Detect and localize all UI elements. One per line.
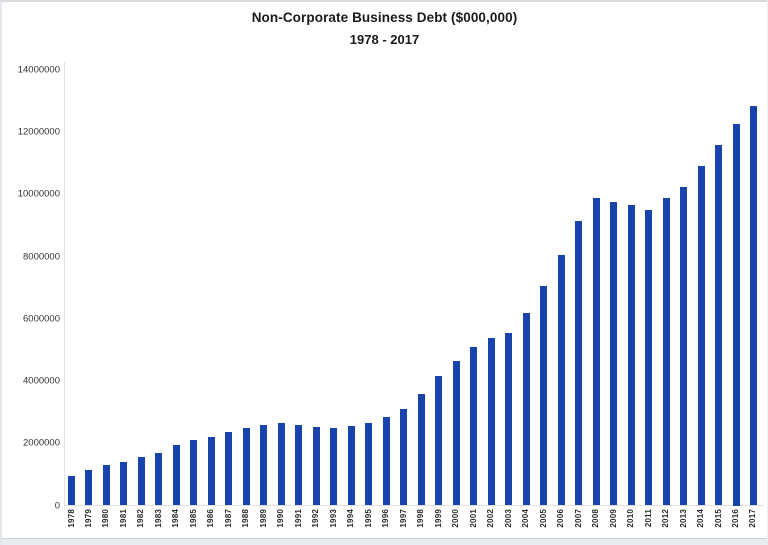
x-tick-label-1992: 1992 xyxy=(311,509,321,528)
y-tick-label: 10000000 xyxy=(17,188,60,200)
bar-1986 xyxy=(207,437,215,506)
bar-1993 xyxy=(330,427,338,506)
x-tick-label-1986: 1986 xyxy=(206,509,216,528)
bar-1992 xyxy=(312,427,320,506)
x-tick-label-2011: 2011 xyxy=(643,509,653,528)
bar-2003 xyxy=(505,332,513,506)
x-tick-label-1985: 1985 xyxy=(188,509,198,528)
bar-1991 xyxy=(295,424,303,506)
y-axis-line xyxy=(64,62,65,506)
bar-2011 xyxy=(645,209,653,506)
window-bottom-edge xyxy=(2,538,767,545)
bar-1985 xyxy=(190,440,198,506)
x-tick-label-2005: 2005 xyxy=(538,509,548,528)
y-tick-label: 4000000 xyxy=(23,375,60,387)
bar-2006 xyxy=(557,255,565,506)
bar-1979 xyxy=(85,469,93,506)
bar-2017 xyxy=(749,105,757,506)
x-tick-label-2013: 2013 xyxy=(678,509,688,528)
bar-2013 xyxy=(680,186,688,506)
x-tick-label-1987: 1987 xyxy=(223,509,233,528)
x-tick-label-2012: 2012 xyxy=(661,509,671,528)
bar-2005 xyxy=(540,286,548,506)
x-tick-label-2002: 2002 xyxy=(486,509,496,528)
y-tick-label: 12000000 xyxy=(17,126,60,138)
x-tick-label-1993: 1993 xyxy=(328,509,338,528)
bar-1980 xyxy=(102,465,110,506)
bar-1996 xyxy=(382,416,390,506)
x-tick-label-2014: 2014 xyxy=(696,509,706,528)
bar-1990 xyxy=(277,423,285,506)
bar-1994 xyxy=(347,426,355,506)
bar-2015 xyxy=(715,144,723,506)
bar-1983 xyxy=(155,452,163,506)
x-tick-label-1983: 1983 xyxy=(153,509,163,528)
bar-1998 xyxy=(417,393,425,506)
bar-2016 xyxy=(732,124,740,506)
x-tick-label-1981: 1981 xyxy=(118,509,128,528)
x-tick-label-1988: 1988 xyxy=(241,509,251,528)
bar-2012 xyxy=(662,197,670,506)
bar-2000 xyxy=(452,360,460,506)
bar-1978 xyxy=(68,475,75,506)
y-tick-label: 8000000 xyxy=(23,251,60,263)
bar-1981 xyxy=(120,461,128,506)
x-tick-label-1997: 1997 xyxy=(398,509,408,528)
bar-1984 xyxy=(172,444,180,506)
x-tick-label-2010: 2010 xyxy=(626,509,636,528)
x-tick-label-2004: 2004 xyxy=(521,509,531,528)
x-tick-label-1982: 1982 xyxy=(136,509,146,528)
x-tick-label-2007: 2007 xyxy=(573,509,583,528)
x-tick-label-2000: 2000 xyxy=(451,509,461,528)
bar-1982 xyxy=(137,457,145,506)
chart-subtitle: 1978 - 2017 xyxy=(349,32,420,47)
bar-2014 xyxy=(697,166,705,506)
x-tick-label-1991: 1991 xyxy=(293,509,303,528)
x-tick-label-1990: 1990 xyxy=(276,509,286,528)
x-tick-label-2001: 2001 xyxy=(468,509,478,528)
bar-1997 xyxy=(400,409,408,506)
x-tick-label-1984: 1984 xyxy=(171,509,181,528)
y-tick-label: 0 xyxy=(54,500,60,511)
bar-1999 xyxy=(435,376,443,506)
x-tick-label-1980: 1980 xyxy=(101,509,111,528)
x-tick-label-2003: 2003 xyxy=(503,509,513,528)
bar-1989 xyxy=(260,424,268,506)
y-tick-label: 2000000 xyxy=(23,437,60,449)
chart-title: Non-Corporate Business Debt ($000,000) xyxy=(251,10,518,25)
x-tick-label-2006: 2006 xyxy=(556,509,566,528)
bar-2002 xyxy=(487,337,495,506)
x-tick-label-2008: 2008 xyxy=(591,509,601,528)
bar-1995 xyxy=(365,423,373,506)
bar-1987 xyxy=(225,432,233,506)
x-tick-label-1999: 1999 xyxy=(433,509,443,528)
bar-2008 xyxy=(592,197,600,506)
x-tick-label-1995: 1995 xyxy=(363,509,373,528)
bar-1988 xyxy=(242,427,250,506)
x-axis-line xyxy=(64,505,764,506)
x-tick-label-1998: 1998 xyxy=(416,509,426,528)
bar-2010 xyxy=(627,205,635,506)
x-tick-label-2015: 2015 xyxy=(713,509,723,528)
y-tick-label: 14000000 xyxy=(17,64,60,76)
bar-2004 xyxy=(522,312,530,506)
bar-2009 xyxy=(610,202,618,506)
x-tick-label-1996: 1996 xyxy=(381,509,391,528)
x-tick-label-1978: 1978 xyxy=(66,509,76,528)
x-tick-label-2016: 2016 xyxy=(731,509,740,528)
x-tick-label-2017: 2017 xyxy=(748,509,758,528)
x-tick-label-1979: 1979 xyxy=(83,509,93,528)
bar-2001 xyxy=(470,346,478,506)
x-tick-label-1989: 1989 xyxy=(258,509,268,528)
y-tick-label: 6000000 xyxy=(23,313,60,325)
bar-2007 xyxy=(575,220,583,506)
x-tick-label-1994: 1994 xyxy=(346,509,356,528)
x-tick-label-2009: 2009 xyxy=(608,509,618,528)
